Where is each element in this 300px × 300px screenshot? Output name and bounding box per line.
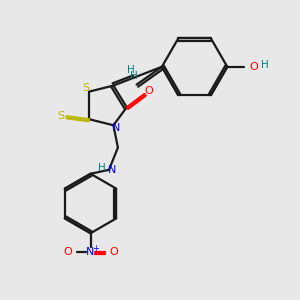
- Text: O: O: [249, 62, 258, 72]
- Text: S: S: [82, 83, 89, 93]
- Text: H: H: [98, 164, 105, 173]
- Text: H: H: [127, 65, 135, 75]
- Text: O: O: [145, 86, 153, 96]
- Text: S: S: [57, 111, 64, 121]
- Text: N: N: [86, 247, 95, 257]
- Text: H: H: [261, 60, 268, 70]
- Text: N: N: [108, 165, 116, 175]
- Text: N: N: [112, 123, 120, 133]
- Text: -: -: [66, 242, 69, 252]
- Text: O: O: [63, 247, 72, 257]
- Text: +: +: [92, 244, 99, 253]
- Text: H: H: [130, 71, 137, 81]
- Text: O: O: [109, 247, 118, 257]
